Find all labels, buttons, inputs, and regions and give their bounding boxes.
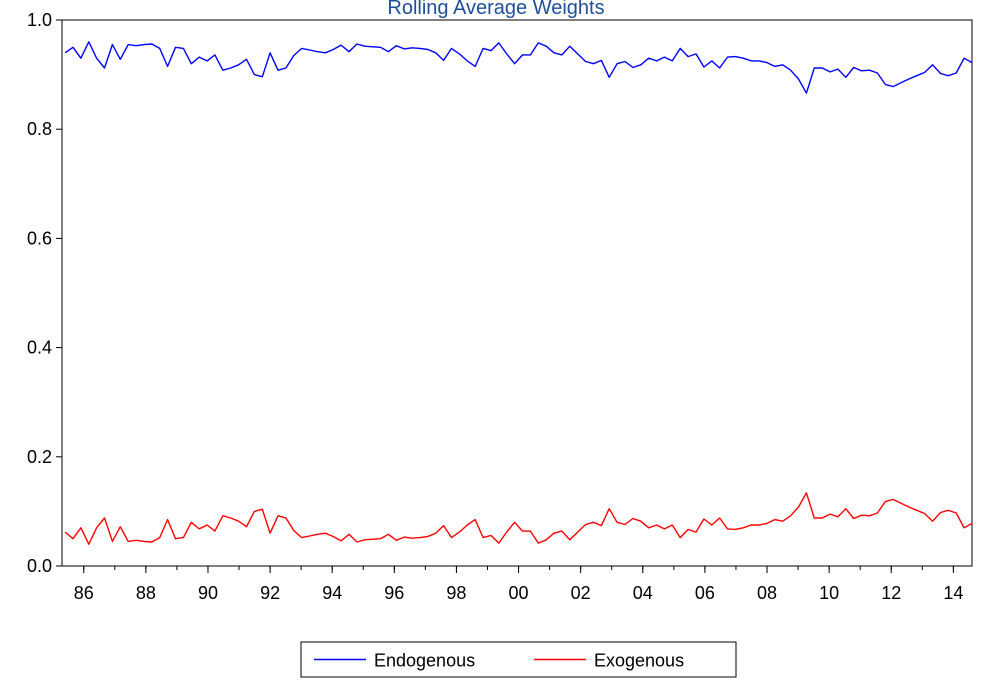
x-tick-label: 92 <box>260 583 280 603</box>
x-tick-label: 02 <box>571 583 591 603</box>
x-tick-label: 00 <box>509 583 529 603</box>
x-axis: 86 88 90 92 94 96 98 00 02 04 06 08 10 12 14 <box>74 566 963 603</box>
legend-label-exogenous: Exogenous <box>594 651 684 671</box>
y-tick-label: 0.8 <box>27 119 52 139</box>
x-tick-label: 04 <box>633 583 653 603</box>
y-tick-label: 0.0 <box>27 556 52 576</box>
series-line-exogenous <box>64 492 973 545</box>
x-tick-label: 88 <box>136 583 156 603</box>
chart-title: Rolling Average Weights <box>387 0 604 19</box>
x-tick-label: 14 <box>943 583 963 603</box>
y-tick-label: 0.2 <box>27 447 52 467</box>
x-tick-label: 08 <box>757 583 777 603</box>
y-axis: 0.0 0.2 0.4 0.6 0.8 1.0 <box>27 10 62 576</box>
x-tick-label: 96 <box>384 583 404 603</box>
x-tick-label: 94 <box>322 583 342 603</box>
x-tick-label: 90 <box>198 583 218 603</box>
legend-box <box>300 641 737 678</box>
x-tick-label: 86 <box>74 583 94 603</box>
x-tick-label: 06 <box>695 583 715 603</box>
legend-label-endogenous: Endogenous <box>374 651 475 671</box>
x-tick-label: 98 <box>446 583 466 603</box>
x-tick-label: 10 <box>819 583 839 603</box>
series-line-endogenous <box>64 41 973 94</box>
y-tick-label: 0.6 <box>27 228 52 248</box>
y-tick-label: 0.4 <box>27 338 52 358</box>
y-tick-label: 1.0 <box>27 10 52 30</box>
legend: Endogenous Exogenous <box>300 641 737 678</box>
series-layer <box>64 41 973 545</box>
plot-frame <box>61 19 973 567</box>
x-tick-label: 12 <box>881 583 901 603</box>
